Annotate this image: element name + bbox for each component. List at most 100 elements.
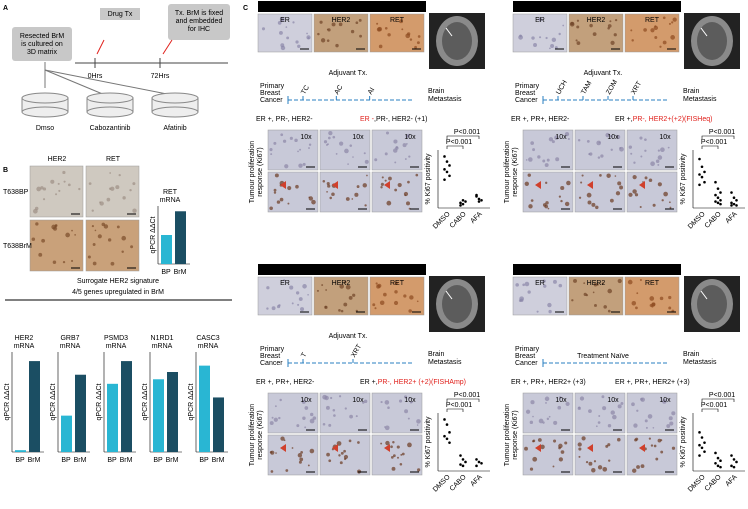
- texture: [404, 409, 409, 414]
- texture: [302, 284, 307, 289]
- point: [459, 201, 462, 205]
- texture: [279, 398, 282, 402]
- texture: [33, 208, 38, 214]
- texture: [42, 187, 47, 191]
- micrograph: [522, 129, 574, 171]
- texture: [532, 439, 536, 443]
- texture: [585, 293, 589, 297]
- treatment-label: XRT: [350, 343, 363, 359]
- bracket: [701, 398, 735, 402]
- texture: [304, 426, 307, 429]
- x-tick-label: AFA: [724, 474, 739, 489]
- texture: [614, 175, 617, 177]
- texture: [291, 302, 294, 305]
- point: [716, 196, 720, 199]
- x-tick-label: BP: [61, 457, 71, 464]
- mri-brain: [697, 22, 727, 60]
- texture: [408, 397, 411, 399]
- x-tick-label: AFA: [469, 474, 484, 489]
- box: [100, 8, 140, 20]
- texture: [529, 420, 534, 425]
- texture: [670, 35, 676, 40]
- texture: [407, 32, 411, 36]
- arrowhead: [280, 181, 286, 189]
- x-tick-label: CABO: [449, 473, 468, 492]
- texture: [524, 281, 530, 287]
- texture: [544, 396, 550, 402]
- texture: [270, 470, 274, 473]
- texture: [285, 469, 289, 472]
- texture: [292, 21, 295, 24]
- texture: [279, 30, 283, 35]
- point: [443, 434, 446, 438]
- micrograph: [257, 13, 313, 53]
- texture: [634, 193, 639, 197]
- point: [459, 454, 462, 457]
- texture: [659, 296, 664, 301]
- texture: [644, 176, 648, 180]
- y-axis-label: response (Ki67): [257, 147, 264, 196]
- status-primary: ER +, PR+, HER2+ (+3): [511, 379, 586, 386]
- texture: [52, 260, 57, 264]
- texture: [668, 416, 673, 421]
- y-axis-label: % Ki67 positivity: [425, 153, 432, 204]
- texture: [284, 164, 289, 169]
- texture: [388, 176, 392, 181]
- arrowhead: [639, 181, 645, 189]
- texture: [41, 238, 46, 243]
- texture: [343, 449, 346, 453]
- texture: [287, 202, 290, 205]
- texture: [653, 444, 657, 448]
- texture: [396, 456, 400, 459]
- texture: [380, 442, 383, 445]
- texture: [317, 32, 320, 36]
- arrowhead: [587, 444, 593, 452]
- texture: [627, 279, 633, 285]
- timeline-label: Primary: [260, 83, 285, 90]
- y-axis-label: qPCR ΔΔCt: [188, 383, 195, 420]
- texture: [276, 304, 281, 309]
- texture: [595, 425, 598, 428]
- texture: [649, 296, 655, 301]
- texture: [640, 397, 643, 401]
- texture: [630, 152, 633, 155]
- magnification: 10x: [659, 134, 671, 141]
- texture: [308, 196, 311, 199]
- mri-brain: [442, 285, 472, 323]
- y-axis-label: response (Ki67): [257, 410, 264, 459]
- timeline-label: Metastasis: [683, 359, 717, 366]
- texture: [620, 402, 624, 405]
- texture: [530, 199, 534, 202]
- status-segment: ER +,: [360, 379, 378, 386]
- texture: [65, 232, 70, 238]
- texture: [406, 133, 410, 137]
- texture: [71, 229, 73, 232]
- micrograph: [371, 171, 423, 213]
- micrograph: [371, 434, 423, 476]
- texture: [62, 170, 66, 175]
- status-brain: ER -,PR-, HER2- (+1): [360, 116, 427, 123]
- point: [700, 165, 704, 169]
- texture: [390, 445, 393, 449]
- texture: [562, 24, 565, 27]
- y-axis-label: qPCR ΔΔCt: [142, 383, 149, 420]
- texture: [398, 399, 403, 403]
- texture: [291, 447, 294, 449]
- texture: [307, 464, 310, 467]
- dish-label: Dmso: [36, 125, 54, 132]
- texture: [363, 152, 366, 155]
- point: [703, 170, 706, 174]
- p-value: P<0.001: [709, 129, 735, 136]
- point: [443, 418, 446, 421]
- texture: [335, 43, 339, 48]
- chart-title: RET: [163, 189, 178, 196]
- texture: [578, 447, 582, 451]
- texture: [384, 425, 390, 431]
- point: [448, 431, 451, 434]
- timeline-label: Metastasis: [428, 96, 462, 103]
- texture: [601, 282, 604, 285]
- texture: [38, 252, 43, 257]
- texture: [558, 457, 563, 462]
- point: [719, 202, 722, 206]
- micrograph: [371, 392, 423, 434]
